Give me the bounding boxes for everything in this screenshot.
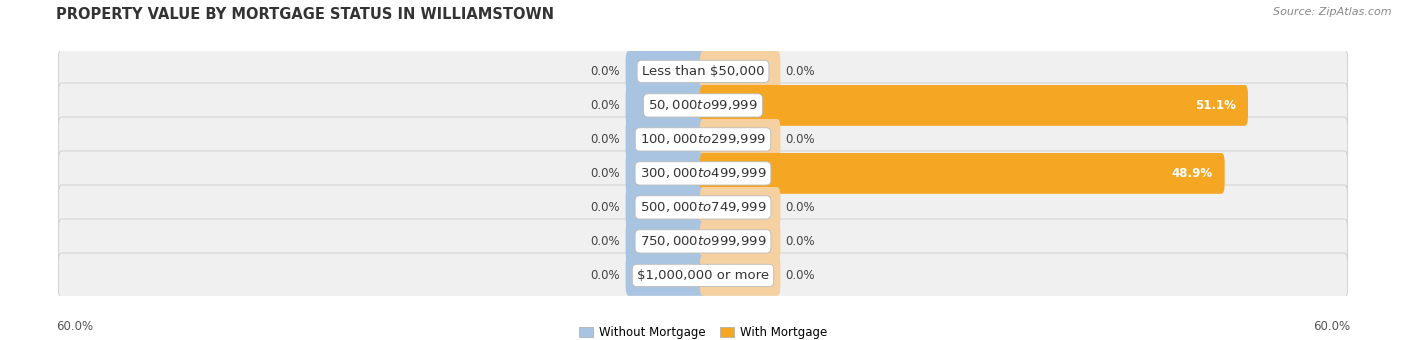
FancyBboxPatch shape [700, 255, 780, 296]
FancyBboxPatch shape [59, 151, 1347, 196]
FancyBboxPatch shape [700, 51, 780, 92]
Text: 0.0%: 0.0% [786, 133, 815, 146]
FancyBboxPatch shape [700, 187, 780, 228]
Text: $1,000,000 or more: $1,000,000 or more [637, 269, 769, 282]
Text: 60.0%: 60.0% [56, 320, 93, 333]
Text: 0.0%: 0.0% [591, 269, 620, 282]
FancyBboxPatch shape [59, 219, 1347, 264]
FancyBboxPatch shape [59, 185, 1347, 230]
Text: 0.0%: 0.0% [591, 201, 620, 214]
Text: PROPERTY VALUE BY MORTGAGE STATUS IN WILLIAMSTOWN: PROPERTY VALUE BY MORTGAGE STATUS IN WIL… [56, 7, 554, 22]
FancyBboxPatch shape [626, 153, 706, 194]
FancyBboxPatch shape [700, 119, 780, 160]
FancyBboxPatch shape [59, 83, 1347, 128]
FancyBboxPatch shape [700, 85, 1249, 126]
FancyBboxPatch shape [59, 253, 1347, 298]
Text: 0.0%: 0.0% [786, 269, 815, 282]
Text: 0.0%: 0.0% [786, 201, 815, 214]
FancyBboxPatch shape [626, 187, 706, 228]
Legend: Without Mortgage, With Mortgage: Without Mortgage, With Mortgage [574, 321, 832, 340]
Text: 0.0%: 0.0% [591, 167, 620, 180]
Text: 51.1%: 51.1% [1195, 99, 1236, 112]
Text: 48.9%: 48.9% [1171, 167, 1213, 180]
Text: $100,000 to $299,999: $100,000 to $299,999 [640, 132, 766, 147]
Text: 0.0%: 0.0% [786, 235, 815, 248]
FancyBboxPatch shape [700, 221, 780, 262]
FancyBboxPatch shape [700, 153, 1225, 194]
Text: 0.0%: 0.0% [591, 133, 620, 146]
Text: 0.0%: 0.0% [786, 65, 815, 78]
FancyBboxPatch shape [626, 255, 706, 296]
Text: 60.0%: 60.0% [1313, 320, 1350, 333]
Text: Less than $50,000: Less than $50,000 [641, 65, 765, 78]
FancyBboxPatch shape [626, 85, 706, 126]
Text: $500,000 to $749,999: $500,000 to $749,999 [640, 200, 766, 215]
Text: $300,000 to $499,999: $300,000 to $499,999 [640, 166, 766, 181]
Text: Source: ZipAtlas.com: Source: ZipAtlas.com [1274, 7, 1392, 17]
Text: 0.0%: 0.0% [591, 235, 620, 248]
FancyBboxPatch shape [626, 221, 706, 262]
Text: 0.0%: 0.0% [591, 65, 620, 78]
Text: 0.0%: 0.0% [591, 99, 620, 112]
FancyBboxPatch shape [59, 49, 1347, 94]
Text: $750,000 to $999,999: $750,000 to $999,999 [640, 234, 766, 249]
FancyBboxPatch shape [59, 117, 1347, 162]
FancyBboxPatch shape [626, 119, 706, 160]
Text: $50,000 to $99,999: $50,000 to $99,999 [648, 98, 758, 113]
FancyBboxPatch shape [626, 51, 706, 92]
